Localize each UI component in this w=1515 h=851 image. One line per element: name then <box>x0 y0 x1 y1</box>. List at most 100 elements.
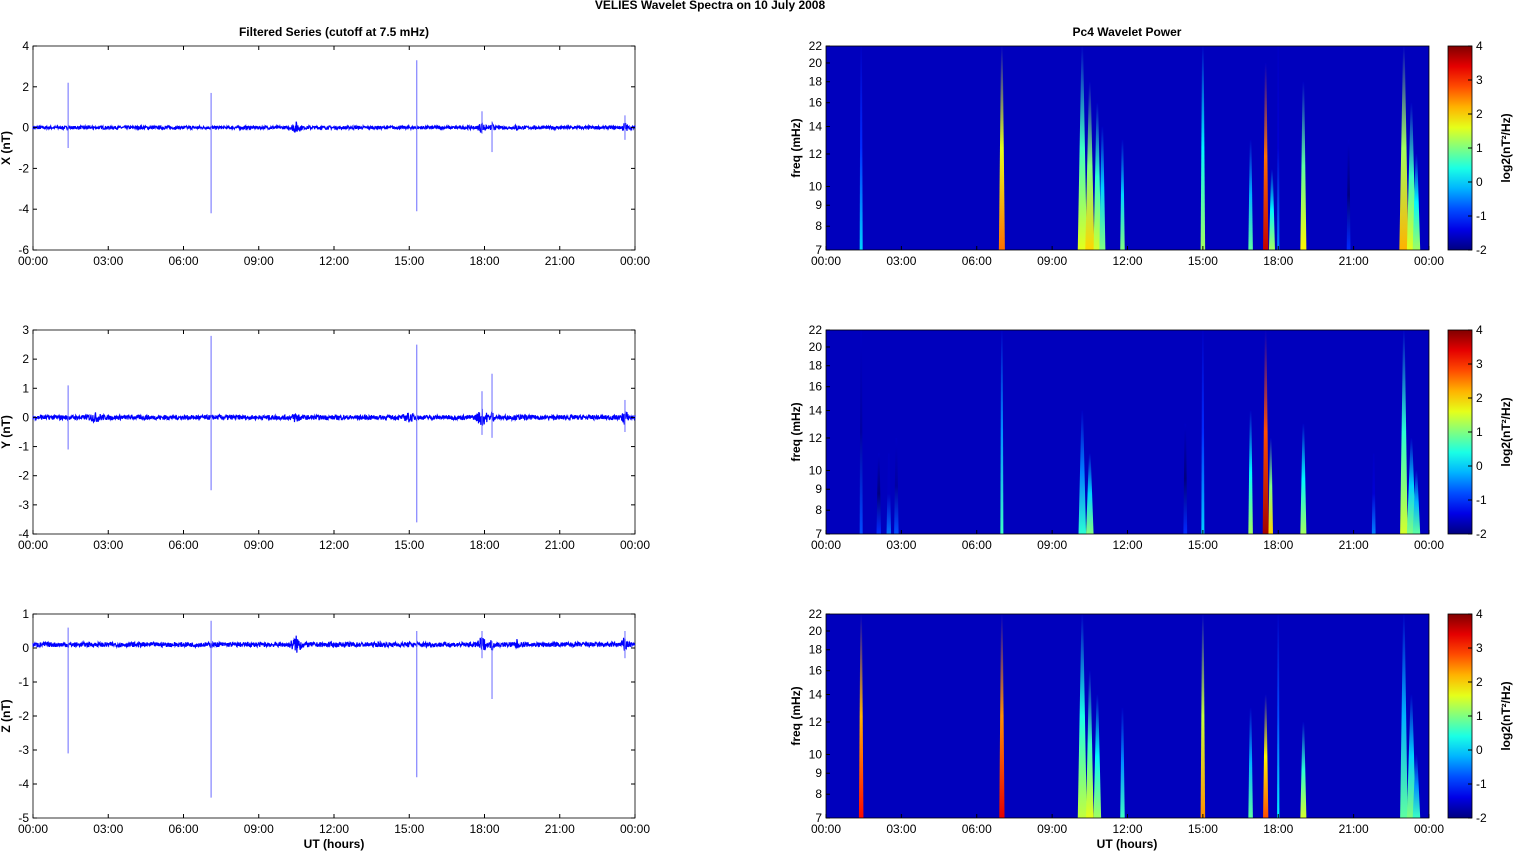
left-column-title: Filtered Series (cutoff at 7.5 mHz) <box>239 25 429 39</box>
y-tick-label: 0 <box>22 410 29 424</box>
x-tick-label: 18:00 <box>469 254 499 268</box>
timeseries-panel-0: -6 -4 -2 0 2 4 00:00 03:00 06:00 09:00 12:00 15:00 1… <box>0 39 650 268</box>
x-tick-label: 15:00 <box>1188 538 1218 552</box>
y-tick-label: 0 <box>22 641 29 655</box>
y-axis-label: freq (mHz) <box>789 118 803 177</box>
x-tick-label: 00:00 <box>18 538 48 552</box>
plot-area <box>32 613 636 819</box>
y-tick-label: 20 <box>809 56 823 70</box>
y-tick-label: 16 <box>809 96 823 110</box>
y-axis-label: Z (nT) <box>0 699 13 732</box>
x-tick-label: 15:00 <box>394 538 424 552</box>
wavelet-power-event <box>1268 169 1275 250</box>
series-line <box>32 408 636 426</box>
wavelet-power-event <box>1406 102 1416 251</box>
x-tick-label: 21:00 <box>545 822 575 836</box>
y-axis-label: Y (nT) <box>0 415 13 449</box>
colorbar-tick-label: 4 <box>1476 607 1483 621</box>
x-tick-label: 06:00 <box>962 254 992 268</box>
x-tick-label: 03:00 <box>886 254 916 268</box>
y-tick-label: -4 <box>18 527 29 541</box>
colorbar-tick-label: -1 <box>1476 777 1487 791</box>
wavelet-power-event <box>1400 614 1408 818</box>
heatmap-background <box>826 330 1429 534</box>
x-tick-label: 09:00 <box>244 822 274 836</box>
x-tick-label: 18:00 <box>469 822 499 836</box>
wavelet-power-event <box>1406 694 1416 818</box>
wavelet-power-event <box>1406 437 1416 534</box>
y-tick-label: 20 <box>809 340 823 354</box>
wavelet-power-event <box>1346 139 1351 250</box>
wavelet-power-event <box>876 453 882 534</box>
wavelet-power-event <box>859 46 863 250</box>
y-tick-label: 12 <box>809 431 823 445</box>
y-tick-label: 20 <box>809 624 823 638</box>
y-tick-label: 7 <box>815 527 822 541</box>
colorbar-tick-label: -1 <box>1476 209 1487 223</box>
x-tick-label: 06:00 <box>168 822 198 836</box>
colorbar-tick-label: 3 <box>1476 641 1483 655</box>
colorbar-tick-label: 2 <box>1476 675 1483 689</box>
colorbar-label: log2(nT²/Hz) <box>1499 397 1513 466</box>
x-tick-label: 03:00 <box>886 538 916 552</box>
wavelet-power-event <box>1086 453 1094 534</box>
wavelet-power-event <box>1277 46 1280 250</box>
x-tick-label: 12:00 <box>319 254 349 268</box>
y-tick-label: 12 <box>809 715 823 729</box>
figure-title: VELIES Wavelet Spectra on 10 July 2008 <box>595 0 826 12</box>
wavelet-power-event <box>1248 410 1253 534</box>
colorbar-tick-label: 0 <box>1476 175 1483 189</box>
colorbar-tick-label: 2 <box>1476 107 1483 121</box>
y-tick-label: 9 <box>815 766 822 780</box>
right-column-title: Pc4 Wavelet Power <box>1073 25 1182 39</box>
wavelet-power-event <box>1300 423 1307 534</box>
series-line <box>32 121 636 133</box>
x-tick-label: 00:00 <box>620 538 650 552</box>
y-tick-label: 14 <box>809 688 823 702</box>
y-tick-label: 22 <box>809 607 823 621</box>
wavelet-power-event <box>1412 470 1421 534</box>
x-tick-label: 06:00 <box>962 822 992 836</box>
y-tick-label: 2 <box>22 80 29 94</box>
x-tick-label: 00:00 <box>620 822 650 836</box>
series-line <box>32 635 636 653</box>
y-tick-label: -2 <box>18 469 29 483</box>
colorbar-tick-label: 0 <box>1476 743 1483 757</box>
x-tick-label: 18:00 <box>469 538 499 552</box>
y-axis-label: freq (mHz) <box>789 686 803 745</box>
x-tick-label: 12:00 <box>1112 822 1142 836</box>
colorbar-tick-label: 4 <box>1476 323 1483 337</box>
y-tick-label: 8 <box>815 503 822 517</box>
y-tick-label: -4 <box>18 777 29 791</box>
x-tick-label: 03:00 <box>93 822 123 836</box>
heatmap-background <box>826 614 1429 818</box>
wavelet-power-event <box>1300 721 1307 818</box>
y-tick-label: 10 <box>809 463 823 477</box>
colorbar-label: log2(nT²/Hz) <box>1499 113 1513 182</box>
x-tick-label: 15:00 <box>394 254 424 268</box>
wavelet-power-event <box>1268 437 1273 534</box>
y-tick-label: 0 <box>22 121 29 135</box>
wavelet-power-event <box>1099 126 1106 250</box>
left-x-axis-label: UT (hours) <box>304 837 365 851</box>
y-axis-label: freq (mHz) <box>789 402 803 461</box>
wavelet-power-event <box>1078 410 1087 534</box>
wavelet-power-event <box>858 614 864 818</box>
wavelet-power-event <box>1262 330 1269 534</box>
right-x-axis-label: UT (hours) <box>1097 837 1158 851</box>
colorbar-tick-label: 3 <box>1476 357 1483 371</box>
x-tick-label: 09:00 <box>1037 254 1067 268</box>
colorbar-tick-label: -2 <box>1476 243 1487 257</box>
timeseries-panel-2: -5 -4 -3 -2 -1 0 1 00:00 03:00 06:00 09:00 12:00 15:… <box>0 607 650 836</box>
x-tick-label: 18:00 <box>1263 254 1293 268</box>
x-tick-label: 00:00 <box>811 254 841 268</box>
colorbar-tick-label: 1 <box>1476 709 1483 723</box>
y-tick-label: -1 <box>18 675 29 689</box>
y-tick-label: 10 <box>809 179 823 193</box>
wavelet-power-event <box>1277 614 1280 818</box>
wavelet-power-event <box>1085 81 1095 250</box>
x-tick-label: 00:00 <box>1414 538 1444 552</box>
wavelet-power-event <box>1077 614 1087 818</box>
